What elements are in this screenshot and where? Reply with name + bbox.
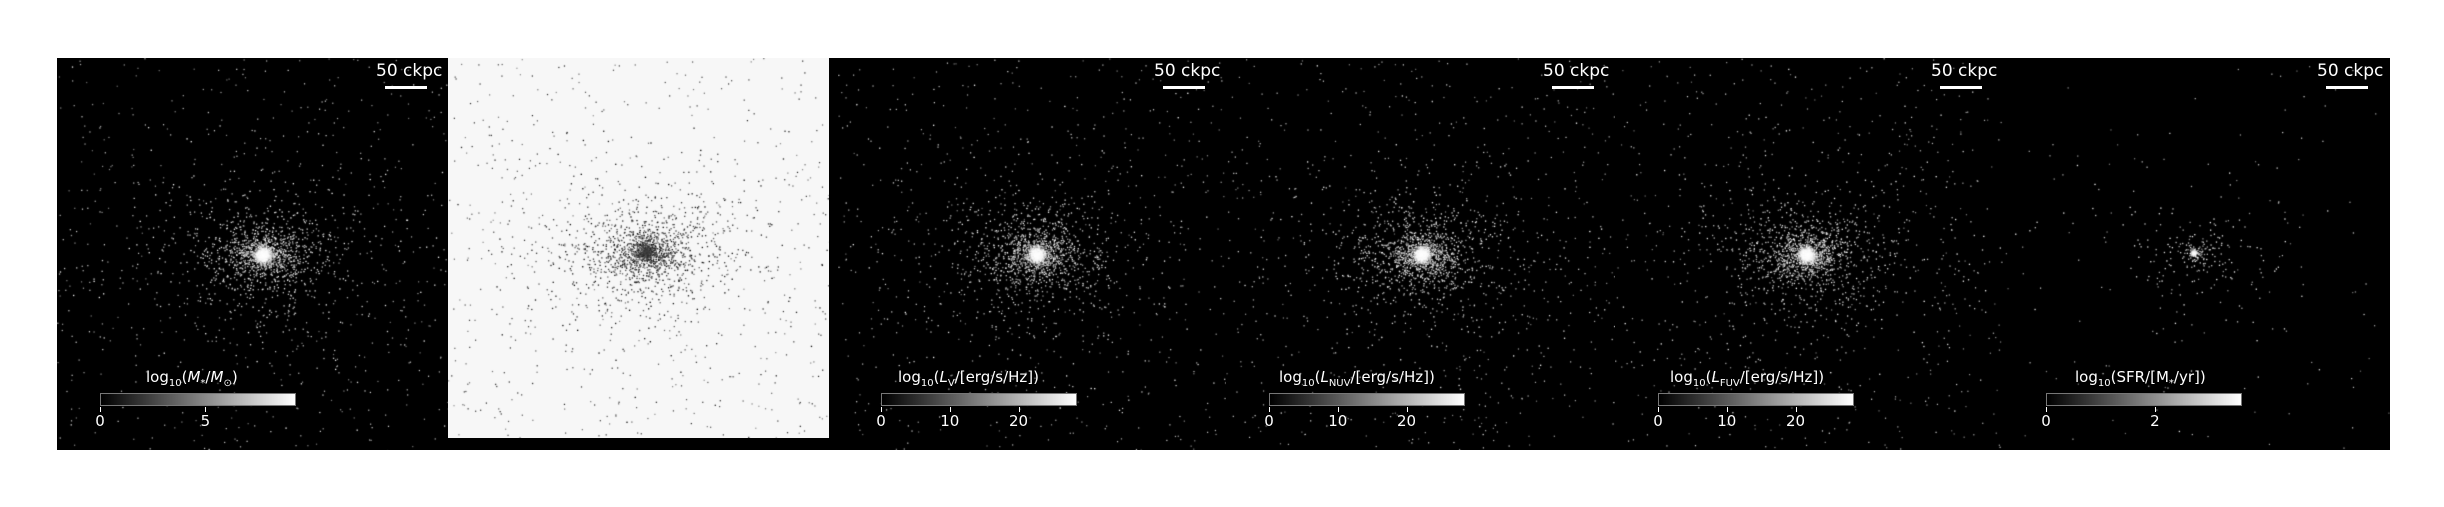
colorbar-tick-label: 10 [1328, 412, 1348, 430]
scalebar [385, 86, 427, 89]
colorbar-tick [1658, 407, 1659, 412]
lnuv-map [1226, 58, 1615, 450]
colorbar-tick-label: 5 [200, 412, 211, 430]
colorbar-title: log10(M*/M⊙) [146, 368, 238, 389]
sfr-panel: 50 ckpc log10(SFR/[M*/yr]) 0 2 [2003, 58, 2390, 450]
inverted-map [448, 58, 829, 438]
colorbar-tick [1018, 407, 1020, 412]
scalebar-label: 50 ckpc [1154, 61, 1221, 81]
lnuv-panel: 50 ckpc log10(LNUV/[erg/s/Hz]) 0 10 20 [1226, 58, 1615, 450]
galaxy-image-strip: 50 ckpc log10(M*/M⊙) 0 5 50 ckpc log10(LV… [57, 58, 2390, 450]
colorbar-title: log10(LFUV/[erg/s/Hz]) [1670, 368, 1825, 389]
scalebar [1552, 86, 1594, 89]
colorbar [2046, 393, 2242, 406]
colorbar [1269, 393, 1465, 406]
colorbar [881, 393, 1077, 406]
colorbar-tick [205, 407, 207, 412]
colorbar-tick [1337, 407, 1339, 412]
colorbar-tick-label: 20 [1785, 412, 1806, 430]
colorbar-tick [2046, 407, 2047, 412]
colorbar-tick [2154, 407, 2156, 412]
colorbar [100, 393, 296, 406]
colorbar-tick-label: 0 [1264, 412, 1274, 430]
colorbar-tick-label: 10 [1717, 412, 1737, 430]
colorbar-tick [100, 407, 101, 412]
colorbar-tick [1406, 407, 1408, 412]
colorbar-tick-label: 20 [1008, 412, 1029, 430]
colorbar-tick-label: 0 [1653, 412, 1663, 430]
colorbar-tick-label: 2 [2150, 412, 2160, 430]
scalebar [1163, 86, 1205, 89]
colorbar-tick [1795, 407, 1797, 412]
colorbar-tick [1726, 407, 1728, 412]
colorbar-title: log10(LNUV/[erg/s/Hz]) [1279, 368, 1435, 389]
lv-map [838, 58, 1226, 450]
scalebar-label: 50 ckpc [1543, 61, 1610, 81]
sfr-map [2003, 58, 2390, 450]
stellar-mass-map [57, 58, 448, 450]
colorbar-tick [1269, 407, 1270, 412]
colorbar-tick-label: 10 [940, 412, 960, 430]
colorbar-tick-label: 0 [2041, 412, 2051, 430]
scalebar [2326, 86, 2368, 89]
colorbar-tick [881, 407, 882, 412]
colorbar-tick-label: 0 [95, 412, 105, 430]
colorbar [1658, 393, 1854, 406]
colorbar-title: log10(SFR/[M*/yr]) [2075, 368, 2206, 389]
scalebar [1940, 86, 1982, 89]
scalebar-label: 50 ckpc [376, 61, 443, 81]
colorbar-tick-label: 20 [1396, 412, 1417, 430]
lfuv-panel: 50 ckpc log10(LFUV/[erg/s/Hz]) 0 10 20 [1615, 58, 2003, 450]
lv-panel: 50 ckpc log10(LV/[erg/s/Hz]) 0 10 20 [838, 58, 1226, 450]
inverted-panel [448, 58, 838, 450]
colorbar-tick-label: 0 [876, 412, 886, 430]
colorbar-title: log10(LV/[erg/s/Hz]) [898, 368, 1040, 389]
scalebar-label: 50 ckpc [1931, 61, 1998, 81]
lfuv-map [1615, 58, 2003, 450]
colorbar-tick [949, 407, 951, 412]
scalebar-label: 50 ckpc [2317, 61, 2384, 81]
stellar-mass-panel: 50 ckpc log10(M*/M⊙) 0 5 [57, 58, 448, 450]
